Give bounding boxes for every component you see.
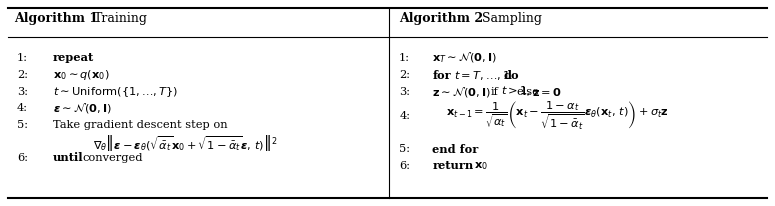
- Text: 6:: 6:: [399, 161, 410, 171]
- Text: Training: Training: [94, 12, 148, 25]
- Text: 2:: 2:: [399, 70, 410, 80]
- Text: if: if: [491, 87, 498, 97]
- Text: $\mathbf{z} = \mathbf{0}$: $\mathbf{z} = \mathbf{0}$: [532, 86, 562, 98]
- Text: Sampling: Sampling: [482, 12, 542, 25]
- Text: repeat: repeat: [53, 52, 94, 63]
- Text: Algorithm 1: Algorithm 1: [14, 12, 98, 25]
- Text: $\mathbf{z} \sim \mathcal{N}(\mathbf{0}, \mathbf{I})$: $\mathbf{z} \sim \mathcal{N}(\mathbf{0},…: [432, 85, 492, 99]
- Text: Take gradient descent step on: Take gradient descent step on: [53, 120, 227, 130]
- Text: $\boldsymbol{\epsilon} \sim \mathcal{N}(\mathbf{0}, \mathbf{I})$: $\boldsymbol{\epsilon} \sim \mathcal{N}(…: [53, 101, 112, 115]
- Text: 3:: 3:: [399, 87, 410, 97]
- Text: 5:: 5:: [399, 144, 410, 154]
- Text: $t = T, \ldots, 1$: $t = T, \ldots, 1$: [454, 69, 511, 82]
- Text: 2:: 2:: [17, 70, 28, 80]
- Text: do: do: [504, 70, 519, 81]
- Text: 4:: 4:: [399, 111, 410, 121]
- Text: 5:: 5:: [17, 120, 28, 130]
- Text: $t \sim \mathrm{Uniform}(\{1,\ldots,T\})$: $t \sim \mathrm{Uniform}(\{1,\ldots,T\})…: [53, 85, 178, 99]
- Text: $t > 1$,: $t > 1$,: [501, 85, 531, 98]
- Text: $\mathbf{x}_T \sim \mathcal{N}(\mathbf{0}, \mathbf{I})$: $\mathbf{x}_T \sim \mathcal{N}(\mathbf{0…: [432, 50, 498, 65]
- Text: Algorithm 2: Algorithm 2: [399, 12, 484, 25]
- Text: until: until: [53, 152, 84, 163]
- Text: 6:: 6:: [17, 153, 28, 163]
- Text: else: else: [516, 87, 539, 97]
- Text: $\nabla_\theta \left\|\boldsymbol{\epsilon} - \boldsymbol{\epsilon}_\theta(\sqrt: $\nabla_\theta \left\|\boldsymbol{\epsil…: [93, 133, 277, 153]
- Text: converged: converged: [82, 153, 143, 163]
- Text: end for: end for: [432, 144, 479, 155]
- Text: 3:: 3:: [17, 87, 28, 97]
- Text: 1:: 1:: [399, 53, 410, 63]
- Text: $\mathbf{x}_0$: $\mathbf{x}_0$: [474, 160, 487, 172]
- Text: $\mathbf{x}_0 \sim q(\mathbf{x}_0)$: $\mathbf{x}_0 \sim q(\mathbf{x}_0)$: [53, 68, 109, 82]
- Text: 1:: 1:: [17, 53, 28, 63]
- Text: for: for: [432, 70, 451, 81]
- Text: 4:: 4:: [17, 103, 28, 113]
- Text: return: return: [432, 160, 474, 171]
- Text: $\mathbf{x}_{t-1} = \dfrac{1}{\sqrt{\alpha_t}}\left(\mathbf{x}_t - \dfrac{1-\alp: $\mathbf{x}_{t-1} = \dfrac{1}{\sqrt{\alp…: [446, 100, 669, 132]
